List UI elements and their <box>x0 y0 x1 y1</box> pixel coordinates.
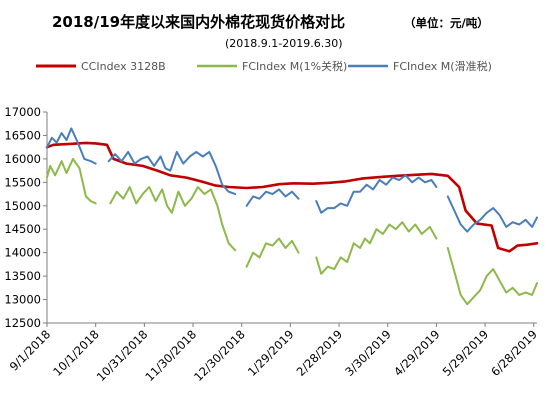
legend-label: CCIndex 3128B <box>81 60 166 73</box>
x-tick-label: 10/31/2018 <box>94 327 151 384</box>
y-tick-label: 15500 <box>4 175 41 189</box>
y-tick-label: 16500 <box>4 128 41 142</box>
x-tick-label: 12/30/2018 <box>191 327 248 384</box>
y-tick-label: 15000 <box>4 199 41 213</box>
x-tick-label: 1/29/2019 <box>245 327 297 379</box>
series-line-1 <box>45 141 539 253</box>
series-layer <box>45 127 539 306</box>
x-tick-label: 10/1/2018 <box>50 327 102 379</box>
y-tick-label: 12500 <box>4 316 41 330</box>
y-axis: 12500 13000 13500 14000 14500 15000 15500 16000… <box>4 105 48 330</box>
y-tick-label: 14500 <box>4 222 41 236</box>
y-tick-label: 13000 <box>4 293 41 307</box>
x-tick-label: 3/30/2019 <box>342 327 394 379</box>
x-tick-label: 9/1/2018 <box>7 327 53 373</box>
x-axis: 9/1/201810/1/201810/31/201811/30/201812/… <box>7 322 540 384</box>
x-tick-label: 2/28/2019 <box>294 327 346 379</box>
y-tick-label: 13500 <box>4 269 41 283</box>
chart-title: 2018/19年度以来国内外棉花现货价格对比 <box>52 13 345 31</box>
x-tick-label: 4/29/2019 <box>391 327 443 379</box>
chart-subtitle: (2018.9.1-2019.6.30) <box>225 37 343 50</box>
x-tick-label: 11/30/2018 <box>142 327 199 384</box>
y-tick-label: 16000 <box>4 152 41 166</box>
x-tick-label: 6/28/2019 <box>488 327 540 379</box>
series-line-2 <box>46 157 538 306</box>
series-line-3 <box>46 127 538 233</box>
x-tick-label: 5/29/2019 <box>440 327 492 379</box>
chart-unit-note: （单位：元/吨） <box>404 16 489 30</box>
legend: CCIndex 3128B FCIndex M(1%关税) FCIndex M(滑准… <box>36 59 492 73</box>
legend-label: FCIndex M(1%关税) <box>242 59 347 73</box>
y-tick-label: 17000 <box>4 105 41 119</box>
y-tick-label: 14000 <box>4 246 41 260</box>
legend-label: FCIndex M(滑准税) <box>393 59 492 73</box>
